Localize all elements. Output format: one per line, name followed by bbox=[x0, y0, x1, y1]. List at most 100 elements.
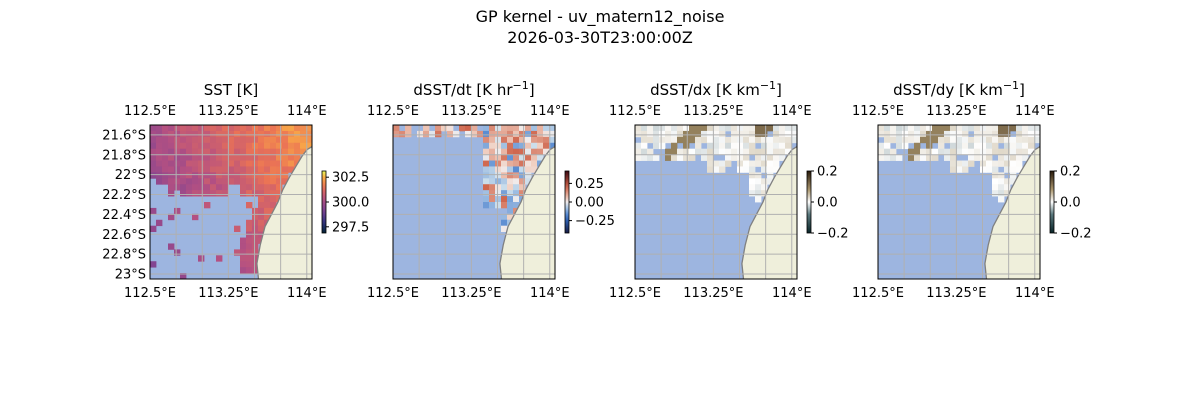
data-cell bbox=[1016, 130, 1023, 138]
data-cell bbox=[884, 130, 891, 138]
data-cell bbox=[719, 136, 726, 144]
data-cell bbox=[501, 142, 508, 150]
colorbar-tick-label: 0.2 bbox=[817, 165, 838, 180]
data-cell bbox=[180, 184, 187, 191]
data-cell bbox=[288, 130, 295, 138]
lon-tick-label-top: 112.5°E bbox=[124, 104, 176, 119]
data-cell bbox=[501, 202, 508, 209]
data-cell bbox=[537, 148, 544, 156]
lon-tick-label-bottom: 112.5°E bbox=[852, 286, 904, 301]
data-cell bbox=[186, 130, 193, 138]
data-cell bbox=[1010, 178, 1017, 185]
data-cell bbox=[264, 207, 271, 215]
data-cell bbox=[773, 125, 780, 132]
data-cell bbox=[1010, 136, 1017, 144]
data-cell bbox=[549, 125, 555, 132]
data-cell bbox=[240, 261, 247, 268]
data-cell bbox=[513, 130, 520, 138]
data-cell bbox=[507, 213, 514, 221]
data-cell bbox=[270, 160, 277, 167]
data-cell bbox=[264, 213, 271, 221]
data-cell bbox=[162, 125, 169, 132]
data-cell bbox=[641, 148, 648, 156]
data-cell bbox=[495, 148, 502, 156]
data-cell bbox=[483, 178, 490, 185]
lat-tick-label: 22.2°S bbox=[102, 188, 146, 203]
data-cell bbox=[210, 130, 217, 138]
data-cell bbox=[162, 166, 169, 173]
data-cell bbox=[156, 148, 163, 156]
data-cell bbox=[519, 136, 526, 144]
data-cell bbox=[174, 125, 181, 132]
data-cell bbox=[240, 166, 247, 173]
data-cell bbox=[920, 154, 927, 161]
data-cell bbox=[168, 125, 175, 132]
colorbar-tick-label: 0.00 bbox=[575, 196, 604, 211]
data-cell bbox=[755, 178, 762, 185]
data-cell bbox=[216, 160, 223, 167]
data-cell bbox=[773, 154, 780, 161]
data-cell bbox=[246, 125, 253, 132]
data-cell bbox=[234, 172, 241, 179]
data-cell bbox=[525, 166, 532, 173]
data-cell bbox=[938, 142, 945, 150]
data-cell bbox=[294, 136, 301, 144]
data-cell bbox=[902, 130, 909, 138]
data-cell bbox=[447, 130, 454, 138]
data-cell bbox=[986, 154, 993, 161]
data-cell bbox=[228, 160, 235, 167]
data-cell bbox=[258, 225, 265, 233]
data-cell bbox=[168, 148, 175, 156]
data-cell bbox=[537, 130, 544, 138]
data-cell bbox=[180, 273, 187, 279]
data-cells bbox=[393, 125, 555, 233]
gridlines bbox=[150, 125, 312, 279]
lat-tick-label: 22.4°S bbox=[102, 208, 146, 223]
data-cell bbox=[258, 202, 265, 209]
data-cell bbox=[240, 190, 247, 197]
data-cell bbox=[992, 190, 999, 197]
data-cell bbox=[489, 142, 496, 150]
data-cell bbox=[743, 125, 750, 132]
data-cell bbox=[282, 154, 289, 161]
data-cell bbox=[707, 125, 714, 132]
data-cell bbox=[950, 154, 957, 161]
data-cell bbox=[168, 166, 175, 173]
data-cell bbox=[791, 130, 797, 138]
data-cell bbox=[234, 125, 241, 132]
data-cell bbox=[980, 148, 987, 156]
data-cell bbox=[908, 130, 915, 138]
data-cell bbox=[180, 148, 187, 156]
data-cell bbox=[791, 125, 797, 132]
data-cell bbox=[180, 130, 187, 138]
data-cell bbox=[725, 148, 732, 156]
data-cell bbox=[725, 142, 732, 150]
data-cell bbox=[701, 130, 708, 138]
data-cell bbox=[501, 172, 508, 179]
data-cell bbox=[156, 154, 163, 161]
data-cell bbox=[228, 148, 235, 156]
data-cell bbox=[980, 160, 987, 167]
data-cell bbox=[471, 125, 478, 132]
data-cell bbox=[300, 136, 307, 144]
colorbar-tick-label: −0.25 bbox=[575, 214, 615, 229]
data-cell bbox=[501, 225, 508, 233]
data-cell bbox=[890, 125, 897, 132]
data-cell bbox=[276, 136, 283, 144]
data-cell bbox=[507, 196, 514, 203]
data-cell bbox=[495, 130, 502, 138]
data-cell bbox=[878, 148, 885, 156]
data-cell bbox=[222, 178, 229, 185]
data-cell bbox=[174, 178, 181, 185]
data-cell bbox=[671, 142, 678, 150]
data-cell bbox=[192, 166, 199, 173]
data-cell bbox=[749, 142, 756, 150]
data-cell bbox=[294, 154, 301, 161]
data-cell bbox=[294, 125, 301, 132]
data-cell bbox=[246, 190, 253, 197]
data-cell bbox=[501, 160, 508, 167]
data-cell bbox=[489, 125, 496, 132]
data-cell bbox=[513, 136, 520, 144]
data-cell bbox=[240, 249, 247, 256]
data-cell bbox=[168, 213, 175, 221]
